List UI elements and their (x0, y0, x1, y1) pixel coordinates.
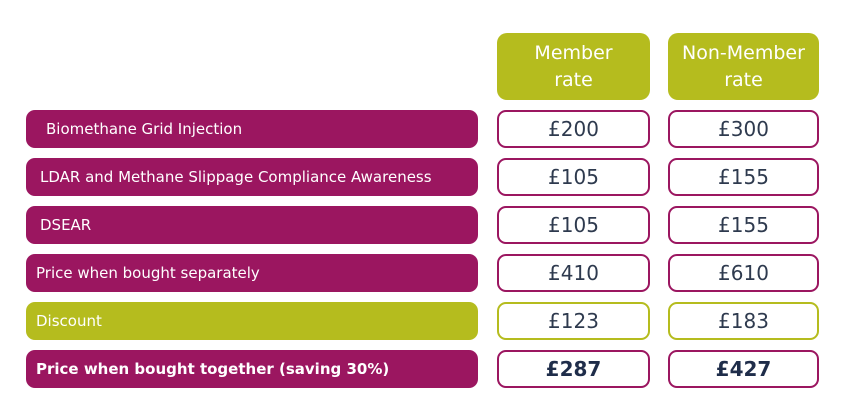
nonmember-price-ldar: £155 (668, 158, 819, 196)
member-rate-header-line1: Member (534, 41, 613, 64)
member-rate-header-line2: rate (554, 68, 593, 91)
member-price-biomethane: £200 (497, 110, 650, 148)
nonmember-rate-header: Non-Member rate (668, 33, 819, 100)
nonmember-price-dsear: £155 (668, 206, 819, 244)
member-price-separately: £410 (497, 254, 650, 292)
member-rate-header: Member rate (497, 33, 650, 100)
member-price-ldar: £105 (497, 158, 650, 196)
nonmember-price-biomethane: £300 (668, 110, 819, 148)
nonmember-price-separately: £610 (668, 254, 819, 292)
row-label-separately: Price when bought separately (26, 254, 478, 292)
row-label-dsear: DSEAR (26, 206, 478, 244)
row-label-together: Price when bought together (saving 30%) (26, 350, 478, 388)
nonmember-price-discount: £183 (668, 302, 819, 340)
nonmember-price-together: £427 (668, 350, 819, 388)
member-price-together: £287 (497, 350, 650, 388)
nonmember-rate-header-line2: rate (724, 68, 763, 91)
member-price-dsear: £105 (497, 206, 650, 244)
row-label-discount: Discount (26, 302, 478, 340)
row-label-biomethane: Biomethane Grid Injection (26, 110, 478, 148)
nonmember-rate-header-line1: Non-Member (682, 41, 805, 64)
row-label-ldar: LDAR and Methane Slippage Compliance Awa… (26, 158, 478, 196)
member-price-discount: £123 (497, 302, 650, 340)
